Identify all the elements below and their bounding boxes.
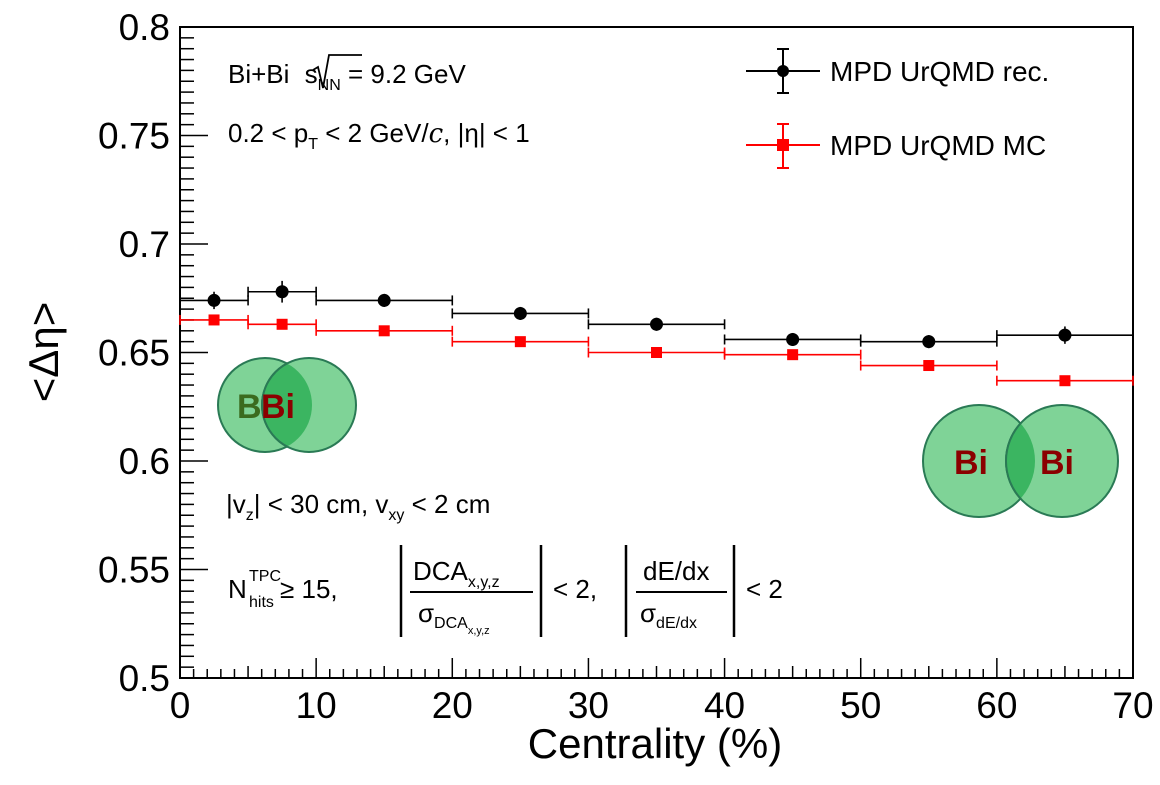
data-point [315,293,454,307]
marker-circle [275,285,289,299]
x-tick-label: 70 [1112,685,1153,726]
svg-text:< 2: < 2 [746,574,783,604]
data-point [315,325,454,337]
peripheral-label-left: Bi [954,444,988,482]
marker-circle [786,332,800,346]
y-tick-label: 0.5 [119,658,170,699]
legend-entry-mc: MPD UrQMD MC [746,123,1046,169]
svg-text:TPC: TPC [249,568,281,585]
data-point [247,280,317,303]
marker-circle [1058,328,1072,342]
legend-marker-square [777,139,789,151]
marker-square [787,349,799,361]
marker-square [923,360,935,372]
y-tick-label: 0.8 [119,7,170,48]
series-rec [179,280,1134,349]
marker-square [1059,375,1071,387]
svg-text:hits: hits [249,594,274,611]
marker-circle [513,306,527,320]
legend-entry-rec: MPD UrQMD rec. [746,48,1049,94]
data-point [859,335,998,349]
y-tick-label: 0.6 [119,441,170,482]
central-label-left: B [237,388,262,426]
legend-marker-circle [777,65,789,77]
data-point [996,375,1134,387]
marker-circle [922,335,936,349]
series-mc [179,314,1134,387]
data-point [247,318,317,330]
data-point [723,332,862,346]
y-tick-label: 0.55 [98,550,170,591]
data-point [451,306,590,320]
peripheral-collision-graphic: Bi Bi [922,404,1119,518]
svg-text:≥ 15,: ≥ 15, [280,574,338,604]
x-tick-label: 0 [170,685,191,726]
annotation-track-cut: N TPC hits ≥ 15, DCAx,y,z σDCAx,y,z < 2,… [228,545,783,637]
y-tick-labels: 0.5 0.55 0.6 0.65 0.7 0.75 0.8 [98,7,170,699]
series-layer [179,280,1134,387]
central-collision-graphic: B Bi [217,357,357,453]
data-point [996,326,1134,344]
svg-text:DCAx,y,z: DCAx,y,z [413,556,500,591]
marker-square [208,314,220,326]
x-tick-label: 60 [976,685,1017,726]
x-tick-label: 50 [840,685,881,726]
legend-label-mc: MPD UrQMD MC [830,130,1046,161]
x-axis-title: Centrality (%) [528,720,782,767]
svg-text:dE/dx: dE/dx [643,556,710,586]
y-tick-label: 0.75 [98,116,170,157]
data-point [859,360,998,372]
peripheral-label-right: Bi [1040,444,1074,482]
marker-circle [650,317,663,331]
nucleus-overlap-region [261,358,312,452]
annotation-pt-cut: 0.2 < pT < 2 GeV/c, |η| < 1 [228,118,530,153]
data-point [723,349,862,361]
marker-square [514,336,526,348]
y-tick-label: 0.7 [119,224,170,265]
axis-ticks [179,26,1134,679]
x-tick-label: 30 [568,685,609,726]
svg-text:σDCAx,y,z: σDCAx,y,z [418,598,490,637]
x-tick-labels: 0 10 20 30 40 50 60 70 [170,685,1154,726]
data-point [587,347,726,358]
annotation-vertex-cut: |vz| < 30 cm, vxy < 2 cm [226,489,490,524]
svg-text:N: N [228,574,247,604]
data-point [587,317,726,331]
marker-square [276,318,288,330]
data-point [179,314,249,326]
marker-square [378,325,390,337]
central-label-right: Bi [261,388,295,426]
data-point [451,336,590,348]
legend-label-rec: MPD UrQMD rec. [830,56,1049,87]
sqrt-sign [312,54,362,89]
x-tick-label: 20 [432,685,473,726]
x-tick-label: 10 [296,685,337,726]
y-tick-label: 0.65 [98,333,170,374]
marker-square [651,347,662,358]
marker-circle [377,293,391,307]
data-point [179,291,249,310]
y-axis-title: <Δη> [20,302,67,402]
svg-text:σdE/dx: σdE/dx [640,598,697,632]
marker-circle [207,293,221,307]
x-tick-label: 40 [704,685,745,726]
svg-text:< 2,: < 2, [553,574,597,604]
legend: MPD UrQMD rec. MPD UrQMD MC [746,48,1049,169]
annotation-system: Bi+Bi sNN = 9.2 GeV [228,59,466,94]
